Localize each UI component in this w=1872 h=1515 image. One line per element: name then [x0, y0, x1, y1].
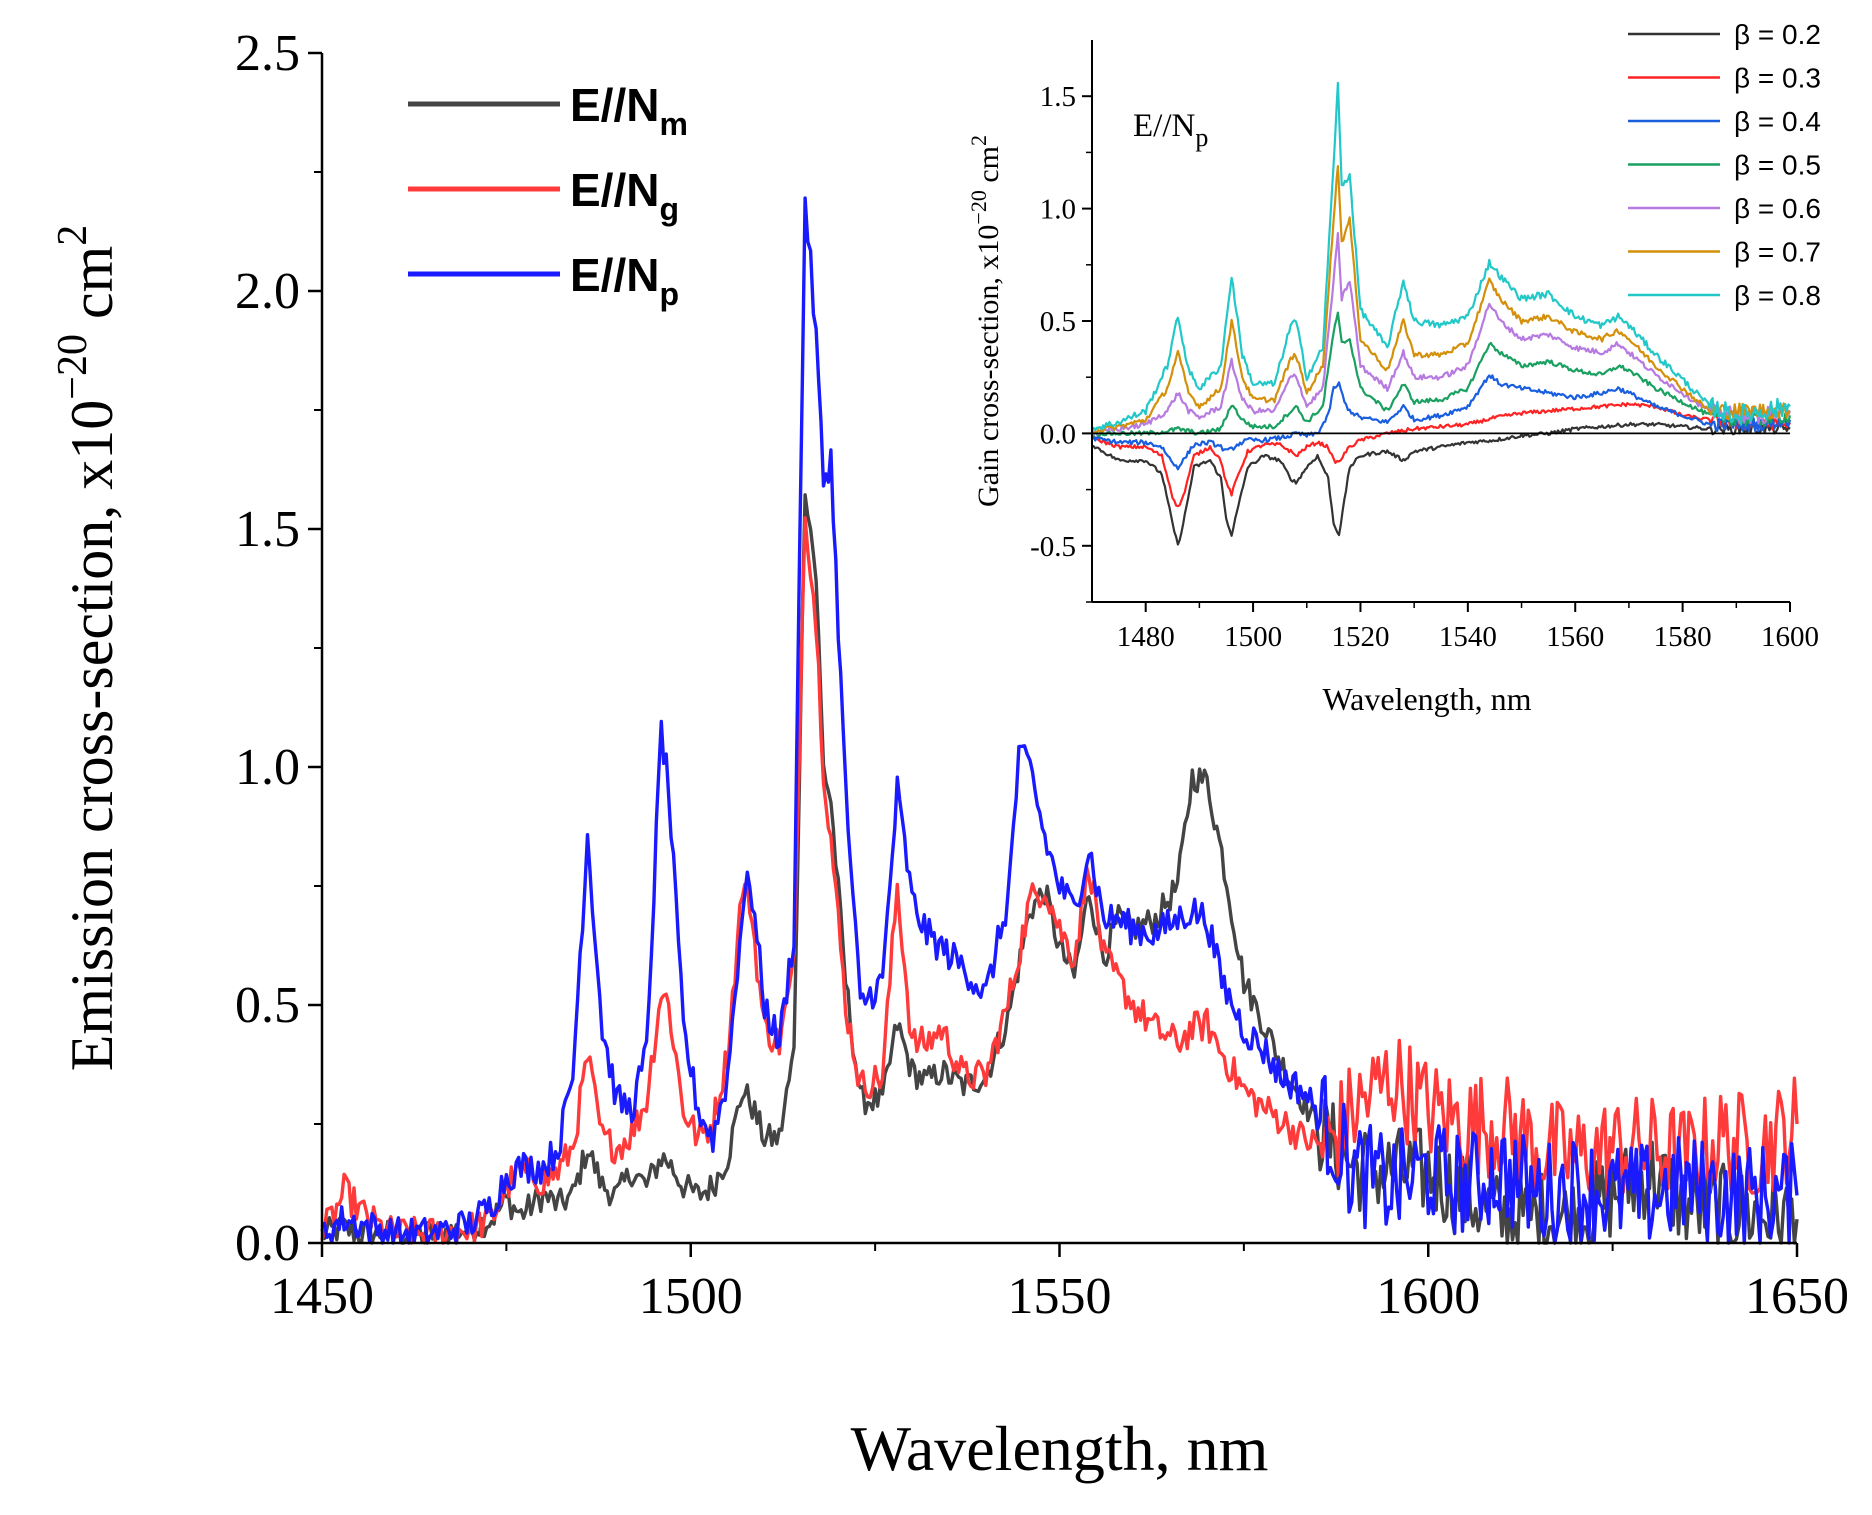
inset-legend-label: β = 0.4: [1734, 106, 1821, 137]
series-line-p: [320, 196, 1799, 1245]
y-tick-label: 2.5: [235, 25, 300, 82]
inset-legend-label: β = 0.5: [1734, 150, 1821, 181]
inset-legend-label: β = 0.8: [1734, 280, 1821, 311]
legend-label-main: E//N: [570, 249, 659, 301]
inset-y-tick-label: -0.5: [1030, 531, 1076, 563]
inset-legend-label: β = 0.6: [1734, 193, 1821, 224]
legend-label-p: E//Np: [570, 249, 679, 312]
inset-series-line: [1091, 165, 1791, 435]
legend-label-sub: p: [659, 276, 679, 312]
inset-legend-label: β = 0.7: [1734, 237, 1821, 268]
inset-x-tick-label: 1520: [1331, 621, 1389, 653]
legend-label-sub: m: [659, 106, 687, 142]
x-axis-title: Wavelength, nm: [851, 1413, 1269, 1484]
inset-y-tick-label: 1.0: [1040, 194, 1076, 226]
inset-series-line: [1091, 402, 1792, 508]
legend-label-g: E//Ng: [570, 164, 679, 227]
y-tick-label: 2.0: [235, 263, 300, 320]
inset-legend: β = 0.2 β = 0.3 β = 0.4 β = 0.5 β = 0.6 β = 0…: [1628, 19, 1821, 311]
inset-x-tick-label: 1500: [1224, 621, 1282, 653]
inset-annotation-sub: p: [1195, 123, 1208, 152]
legend-label-main: E//N: [570, 79, 659, 131]
inset-x-tick-label: 1600: [1761, 621, 1819, 653]
main-chart: 0.0 0.5 1.0 1.5 2.0 2.5 1450 1500 1550 1600 1650 Wa…: [50, 25, 1849, 1484]
inset-x-axis-title: Wavelength, nm: [1323, 681, 1532, 717]
y-axis-title-prefix: Emission cross-section, x10: [59, 400, 125, 1072]
inset-y-tick-label: 0.5: [1040, 306, 1076, 338]
inset-y-tick-label: 0.0: [1040, 418, 1076, 450]
inset-series-line: [1091, 374, 1792, 471]
inset-series-line: [1090, 311, 1792, 437]
y-tick-label: 0.5: [235, 977, 300, 1034]
x-tick-label: 1650: [1745, 1268, 1849, 1325]
y-axis-title-unit: cm: [59, 246, 125, 334]
y-tick-label: 1.0: [235, 739, 300, 796]
y-axis-title: Emission cross-section, x10−20 cm2: [50, 225, 125, 1072]
x-tick-label: 1550: [1008, 1268, 1112, 1325]
inset-series-group: [1090, 81, 1792, 546]
main-legend: E//NmE//NgE//Np: [408, 79, 688, 312]
inset-y-axis-title-unit-exponent: 2: [966, 135, 991, 146]
y-axis-title-unit-exponent: 2: [50, 225, 96, 246]
inset-y-axis-title-prefix: Gain cross-section, x10: [972, 225, 1005, 507]
inset-y-axis-title: Gain cross-section, x10−20 cm2: [966, 135, 1005, 507]
inset-legend-label: β = 0.2: [1734, 19, 1821, 50]
inset-x-tick-label: 1560: [1546, 621, 1604, 653]
inset-y-axis-title-unit: cm: [972, 146, 1005, 190]
legend-label-main: E//N: [570, 164, 659, 216]
inset-series-line: [1090, 81, 1791, 433]
x-tick-label: 1500: [639, 1268, 743, 1325]
inset-chart: -0.5 0.0 0.5 1.0 1.5 1480 1500 1520 1540 1560 1580…: [966, 19, 1821, 717]
inset-x-tick-label: 1580: [1654, 621, 1712, 653]
inset-series-line: [1091, 232, 1792, 436]
legend-label-sub: g: [659, 191, 679, 227]
inset-y-axis-title-exponent: −20: [966, 190, 991, 224]
inset-x-tick-label: 1480: [1117, 621, 1175, 653]
inset-series-line: [1091, 421, 1791, 546]
inset-annotation: E//Np: [1133, 108, 1208, 152]
x-tick-label: 1450: [270, 1268, 374, 1325]
inset-legend-label: β = 0.3: [1734, 63, 1821, 94]
inset-annotation-main: E//N: [1133, 108, 1195, 144]
y-axis-title-exponent: −20: [50, 334, 96, 400]
y-tick-label: 1.5: [235, 501, 300, 558]
main-series-group: [320, 196, 1799, 1245]
legend-label-m: E//Nm: [570, 79, 688, 142]
y-tick-label: 0.0: [235, 1215, 300, 1272]
inset-x-tick-label: 1540: [1439, 621, 1497, 653]
x-tick-label: 1600: [1376, 1268, 1480, 1325]
inset-y-tick-label: 1.5: [1040, 81, 1076, 113]
